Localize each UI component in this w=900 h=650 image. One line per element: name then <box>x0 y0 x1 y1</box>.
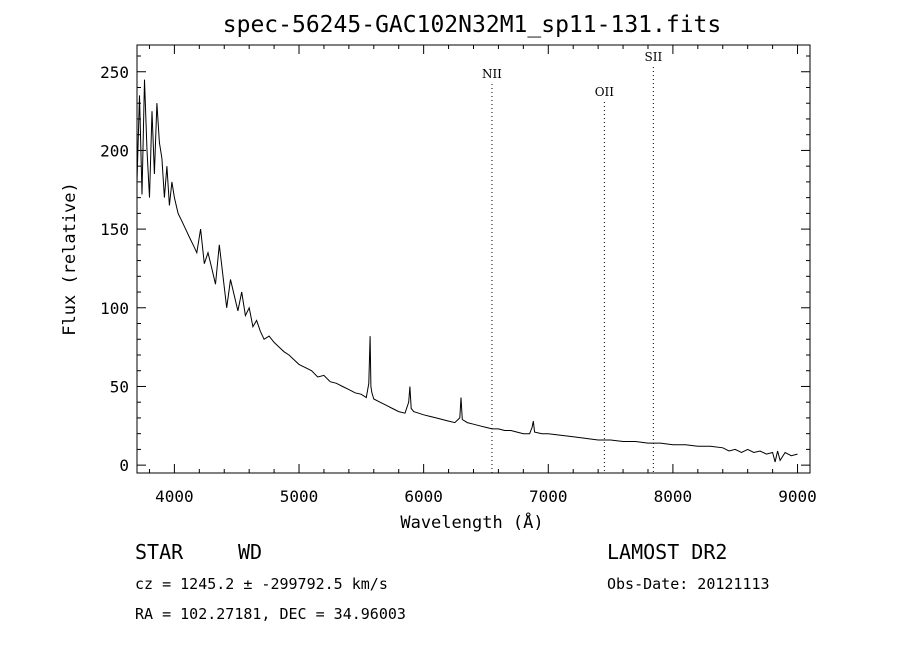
coordinates-text: RA = 102.27181, DEC = 34.96003 <box>135 605 406 623</box>
emission-line-label: SII <box>644 50 662 64</box>
x-tick-label: 7000 <box>529 487 568 506</box>
object-subclass: WD <box>238 540 262 564</box>
redshift-text: cz = 1245.2 ± -299792.5 km/s <box>135 575 388 593</box>
y-tick-label: 50 <box>110 377 129 396</box>
emission-line-label: OII <box>595 85 615 99</box>
axis-ticks: 4000 5000 6000 7000 8000 9000 0 50 100 150 200 250 <box>100 45 817 506</box>
survey-name: LAMOST DR2 <box>607 540 727 564</box>
x-tick-label: 8000 <box>654 487 693 506</box>
y-tick-label: 100 <box>100 299 129 318</box>
y-tick-label: 0 <box>119 456 129 475</box>
spectrum-line <box>136 79 798 463</box>
x-tick-label: 9000 <box>778 487 817 506</box>
emission-line-label: NII <box>482 67 502 81</box>
chart-title: spec-56245-GAC102N32M1_sp11-131.fits <box>223 12 722 38</box>
y-tick-label: 250 <box>100 63 129 82</box>
x-tick-label: 6000 <box>404 487 443 506</box>
y-tick-label: 200 <box>100 141 129 160</box>
x-tick-label: 4000 <box>155 487 194 506</box>
object-class: STAR <box>135 540 184 564</box>
emission-lines: NII OII SII <box>482 50 662 473</box>
y-axis-label: Flux (relative) <box>60 182 80 336</box>
plot-frame <box>136 44 811 474</box>
x-tick-label: 5000 <box>280 487 319 506</box>
obs-date-text: Obs-Date: 20121113 <box>607 575 770 593</box>
y-tick-label: 150 <box>100 220 129 239</box>
x-axis-label: Wavelength (Å) <box>400 511 543 533</box>
